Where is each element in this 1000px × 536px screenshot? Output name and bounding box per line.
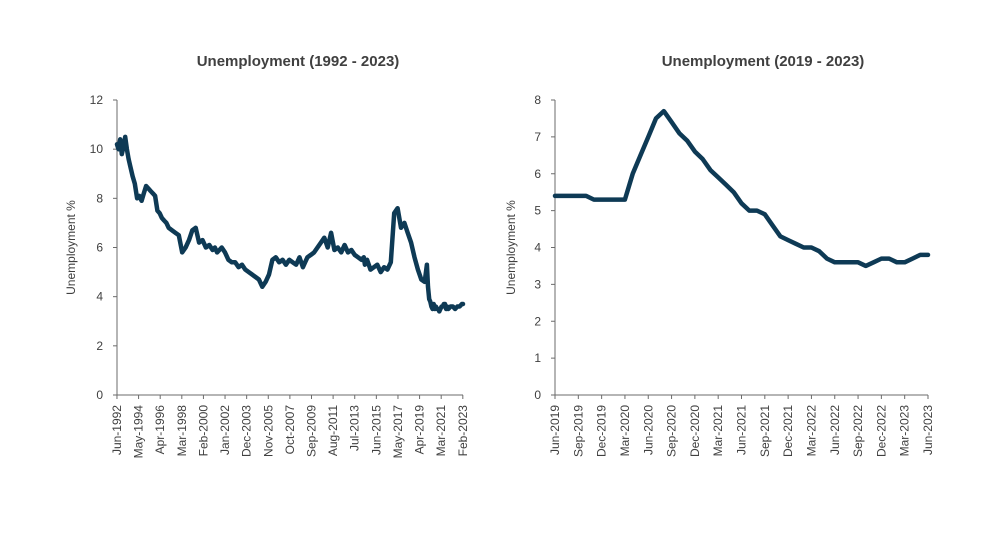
chart-1992-x-tick-label: Feb-2023 [456, 405, 470, 457]
chart-1992-x-tick-label: Mar-2021 [434, 405, 448, 457]
chart-2019-x-tick-label: Jun-2021 [735, 405, 749, 455]
chart-1992-y-tick-label: 2 [96, 339, 103, 353]
chart-2019-x-tick-label: Dec-2020 [688, 405, 702, 457]
chart-2019-x-tick-label: Jun-2023 [921, 405, 935, 455]
chart-1992-series-line [114, 134, 466, 314]
chart-2019-x-tick-label: Jun-2019 [548, 405, 562, 455]
chart-1992-x-tick-label: Jul-2013 [348, 405, 362, 451]
chart-2019-x-tick-label: Jun-2022 [828, 405, 842, 455]
chart-1992-x-tick-label: Oct-2007 [283, 405, 297, 455]
chart-2019-y-tick-label: 2 [534, 314, 541, 328]
chart-2019-y-tick-label: 7 [534, 130, 541, 144]
chart-2019-y-axis-label: Unemployment % [504, 200, 518, 295]
chart-1992-y-axis-label: Unemployment % [64, 200, 78, 295]
chart-1992-x-tick-label: Aug-2011 [326, 405, 340, 456]
chart-1992-x-tick-label: Jan-2002 [218, 405, 232, 455]
chart-1992-y-tick-label: 0 [96, 388, 103, 402]
chart-1992-x-tick-label: Feb-2000 [196, 405, 210, 457]
chart-1992-x-tick-label: Jun-2015 [369, 405, 383, 455]
chart-2019-x-tick-label: Sep-2021 [758, 405, 772, 457]
chart-2019-x-tick-label: Mar-2023 [898, 405, 912, 457]
chart-2019-x-tick-label: Dec-2021 [781, 405, 795, 457]
chart-1992-y-tick-label: 6 [96, 241, 103, 255]
chart-2019-x-tick-label: Sep-2019 [571, 405, 585, 457]
chart-1992-x-tick-label: Dec-2003 [240, 405, 254, 457]
chart-2019-y-tick-label: 5 [534, 204, 541, 218]
chart-1992-x-tick-label: May-2017 [391, 405, 405, 459]
chart-2019-x-tick-label: Sep-2022 [851, 405, 865, 457]
chart-2019-y-tick-label: 6 [534, 167, 541, 181]
chart-2019-y-tick-label: 1 [534, 351, 541, 365]
chart-1992-x-tick-label: Apr-2019 [413, 405, 427, 455]
chart-2019-y-tick-label: 3 [534, 277, 541, 291]
chart-2019-y-tick-label: 4 [534, 241, 541, 255]
chart-2019-y-tick-label: 8 [534, 93, 541, 107]
chart-1992-y-tick-label: 4 [96, 290, 103, 304]
chart-2019-series-line [552, 108, 931, 269]
chart-2019-x-tick-label: Dec-2022 [874, 405, 888, 457]
chart-2019-x-tick-label: Dec-2019 [595, 405, 609, 457]
chart-1992-x-tick-label: Sep-2009 [305, 405, 319, 457]
chart-1992-x-tick-label: Mar-1998 [175, 405, 189, 457]
chart-1992-y-tick-label: 10 [90, 142, 104, 156]
chart-2019-x-tick-label: Mar-2022 [804, 405, 818, 457]
chart-1992-title: Unemployment (1992 - 2023) [197, 53, 400, 70]
chart-1992-y-tick-label: 12 [90, 93, 104, 107]
chart-2019-title: Unemployment (2019 - 2023) [662, 53, 865, 70]
chart-2019-x-tick-label: Sep-2020 [665, 405, 679, 457]
chart-1992-y-tick-label: 8 [96, 191, 103, 205]
chart-2019-y-tick-label: 0 [534, 388, 541, 402]
chart-1992-x-tick-label: Jun-1992 [110, 405, 124, 455]
chart-1992-x-tick-label: May-1994 [132, 405, 146, 459]
chart-2019-x-tick-label: Mar-2020 [618, 405, 632, 457]
chart-1992-x-tick-label: Nov-2005 [261, 405, 275, 457]
chart-2019-x-tick-label: Jun-2020 [641, 405, 655, 455]
chart-1992-x-tick-label: Apr-1996 [153, 405, 167, 455]
chart-2019-x-tick-label: Mar-2021 [711, 405, 725, 457]
